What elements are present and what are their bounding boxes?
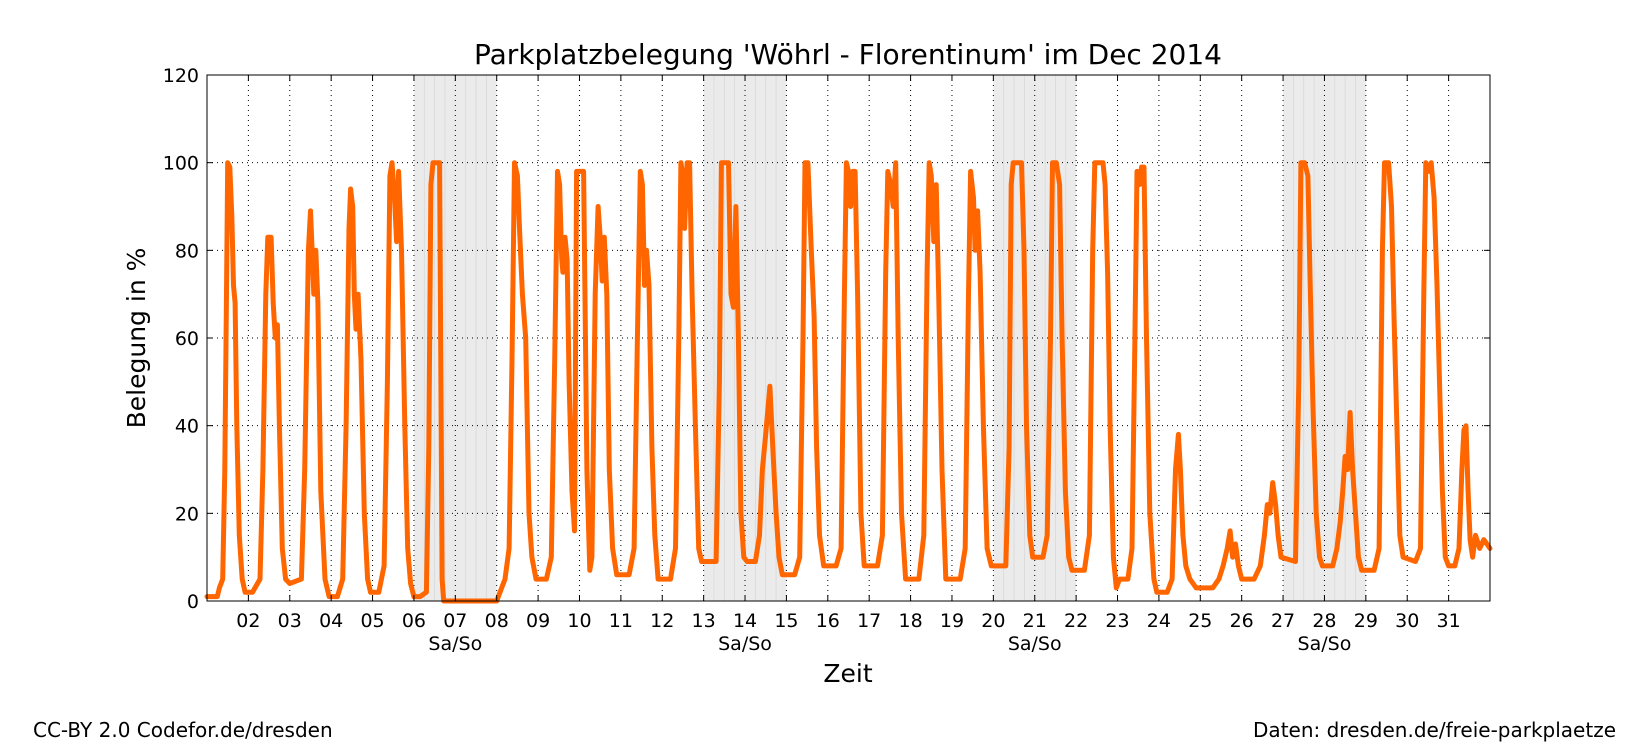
x-tick-label: 30 bbox=[1395, 610, 1419, 632]
x-tick-label: 06 bbox=[402, 610, 426, 632]
y-tick-labels: 0 20 40 60 80 100 120 bbox=[163, 65, 199, 613]
x-tick-label: 28 bbox=[1312, 610, 1336, 632]
x-tick-label: 24 bbox=[1147, 610, 1171, 632]
data-source-text: Daten: dresden.de/freie-parkplaetze bbox=[1253, 718, 1616, 742]
weekend-label: Sa/So bbox=[1008, 633, 1062, 655]
x-tick-label: 29 bbox=[1354, 610, 1378, 632]
y-tick-label: 80 bbox=[175, 240, 199, 262]
x-tick-label: 17 bbox=[857, 610, 881, 632]
weekend-label: Sa/So bbox=[1298, 633, 1352, 655]
x-tick-label: 19 bbox=[940, 610, 964, 632]
series-line-0 bbox=[204, 160, 1493, 604]
x-axis-label: Zeit bbox=[823, 659, 872, 688]
x-tick-label: 16 bbox=[816, 610, 840, 632]
x-tick-label: 05 bbox=[360, 610, 384, 632]
x-tick-label: 31 bbox=[1437, 610, 1461, 632]
license-text: CC-BY 2.0 Codefor.de/dresden bbox=[33, 718, 333, 742]
x-tick-label: 25 bbox=[1188, 610, 1212, 632]
y-tick-label: 60 bbox=[175, 328, 199, 350]
x-tick-label: 02 bbox=[236, 610, 260, 632]
x-tick-label: 26 bbox=[1230, 610, 1254, 632]
x-tick-label: 27 bbox=[1271, 610, 1295, 632]
x-tick-label: 09 bbox=[526, 610, 550, 632]
x-tick-label: 22 bbox=[1064, 610, 1088, 632]
x-tick-label: 04 bbox=[319, 610, 343, 632]
x-tick-label: 13 bbox=[692, 610, 716, 632]
axis-ticks bbox=[207, 74, 1490, 602]
weekend-labels: Sa/So Sa/So Sa/So Sa/So bbox=[428, 633, 1351, 655]
x-tick-label: 03 bbox=[278, 610, 302, 632]
x-tick-label: 12 bbox=[650, 610, 674, 632]
x-tick-label: 20 bbox=[981, 610, 1005, 632]
y-tick-label: 120 bbox=[163, 65, 199, 87]
y-tick-label: 20 bbox=[175, 503, 199, 525]
x-tick-label: 18 bbox=[898, 610, 922, 632]
weekend-label: Sa/So bbox=[428, 633, 482, 655]
chart-title: Parkplatzbelegung 'Wöhrl - Florentinum' … bbox=[474, 38, 1222, 71]
x-tick-label: 08 bbox=[485, 610, 509, 632]
y-axis-label: Belegung in % bbox=[122, 248, 151, 429]
weekend-label: Sa/So bbox=[718, 633, 772, 655]
x-tick-label: 07 bbox=[443, 610, 467, 632]
x-tick-label: 15 bbox=[774, 610, 798, 632]
x-tick-label: 14 bbox=[733, 610, 757, 632]
y-tick-label: 40 bbox=[175, 416, 199, 438]
x-tick-label: 10 bbox=[567, 610, 591, 632]
x-tick-label: 21 bbox=[1023, 610, 1047, 632]
x-tick-label: 11 bbox=[609, 610, 633, 632]
y-tick-label: 0 bbox=[187, 591, 199, 613]
x-tick-labels: 02 03 04 05 06 07 08 09 10 11 12 13 14 15 16 17 18 19 20 21… bbox=[236, 610, 1460, 632]
y-tick-label: 100 bbox=[163, 153, 199, 175]
series-lines bbox=[204, 160, 1493, 604]
x-tick-label: 23 bbox=[1105, 610, 1129, 632]
